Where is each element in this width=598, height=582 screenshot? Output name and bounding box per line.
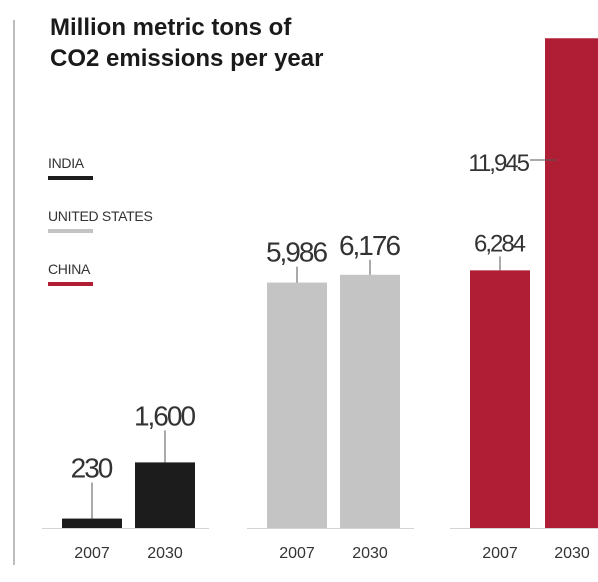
tick-label-india-2030: 2030 (147, 545, 183, 562)
value-label-china-2007: 6,284 (474, 230, 526, 257)
tick-label-china-2007: 2007 (482, 545, 518, 562)
tick-label-india-2007: 2007 (74, 545, 110, 562)
tick-label-united-states-2007: 2007 (279, 545, 315, 562)
bar-china-2030 (545, 38, 598, 528)
bar-united-states-2030 (340, 275, 400, 528)
tick-label-china-2030: 2030 (554, 545, 590, 562)
value-label-china-2030: 11,945 (468, 150, 529, 177)
value-label-india-2007: 230 (71, 453, 113, 484)
value-label-india-2030: 1,600 (134, 400, 195, 431)
bar-united-states-2007 (267, 283, 327, 528)
bar-india-2007 (62, 519, 122, 528)
bar-india-2030 (135, 462, 195, 528)
value-label-united-states-2030: 6,176 (339, 230, 400, 261)
value-label-united-states-2007: 5,986 (266, 237, 327, 268)
bar-china-2007 (470, 270, 530, 528)
tick-label-united-states-2030: 2030 (352, 545, 388, 562)
